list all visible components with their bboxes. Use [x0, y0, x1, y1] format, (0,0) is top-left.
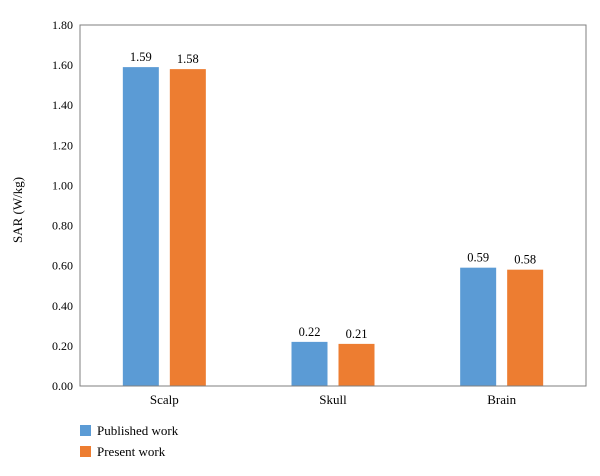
bar-skull-present-work [338, 343, 375, 386]
category-label: Brain [487, 392, 516, 407]
y-tick-label: 0.80 [52, 219, 73, 233]
legend: Published work Present work [80, 423, 179, 459]
legend-label: Published work [97, 423, 179, 438]
y-tick-label: 1.80 [52, 18, 73, 32]
legend-swatch [80, 446, 91, 457]
data-label: 1.59 [130, 50, 152, 64]
bar-scalp-published-work [122, 67, 159, 386]
data-label: 0.59 [467, 251, 489, 265]
category-label: Skull [319, 392, 347, 407]
data-label: 0.21 [346, 327, 368, 341]
y-tick-label: 1.40 [52, 98, 73, 112]
data-label: 0.22 [299, 325, 321, 339]
y-axis-title: SAR (W/kg) [10, 177, 25, 243]
y-tick-label: 1.00 [52, 178, 73, 192]
y-tick-label: 1.60 [52, 58, 73, 72]
legend-swatch [80, 425, 91, 436]
data-label: 1.58 [177, 52, 199, 66]
plot-area-frame [79, 24, 587, 387]
bar-brain-published-work [460, 267, 497, 386]
bar-skull-published-work [291, 341, 328, 386]
data-label: 0.58 [514, 253, 536, 267]
y-tick-label: 0.20 [52, 339, 73, 353]
bar-brain-present-work [507, 269, 544, 386]
y-tick-label: 0.40 [52, 299, 73, 313]
y-tick-label: 1.20 [52, 138, 73, 152]
y-tick-label: 0.00 [52, 379, 73, 393]
bar-scalp-present-work [169, 69, 206, 386]
category-label: Scalp [150, 392, 179, 407]
y-tick-label: 0.60 [52, 259, 73, 273]
legend-label: Present work [97, 444, 166, 459]
